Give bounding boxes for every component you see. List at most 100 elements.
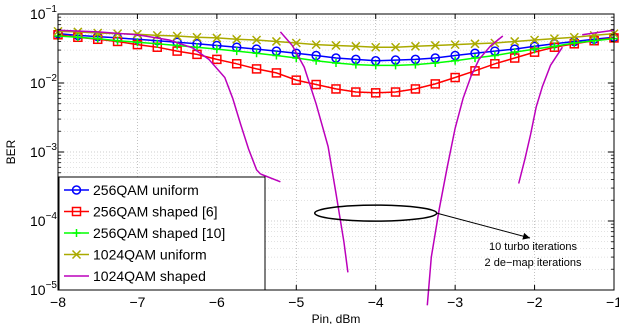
data-point [510,36,520,46]
x-axis-label: Pin, dBm [312,312,361,324]
y-tick-label: 10−1 [30,4,57,22]
legend-box [58,176,266,291]
data-point [212,33,222,43]
data-point [331,84,341,94]
series-5 [57,29,615,306]
data-point [569,32,579,42]
y-axis-label: BER [4,139,18,164]
series-layer [53,26,619,306]
annotation-text-line-1: 10 turbo iterations [489,241,578,253]
x-tick-label: −4 [368,294,384,310]
legend-item: 256QAM shaped [6] [64,204,218,220]
legend-label: 256QAM uniform [93,182,199,198]
data-point [311,40,321,50]
data-point [71,206,82,217]
data-point [430,40,440,50]
y-tick-label: 10−3 [30,142,57,160]
x-tick-label: −8 [50,294,66,310]
data-point [73,27,83,37]
data-point [232,34,242,44]
data-point [212,54,222,65]
data-point [410,84,421,94]
data-point [370,88,381,98]
data-point [73,33,82,42]
data-point [371,61,380,70]
series-line [582,29,615,36]
data-point [93,34,102,43]
y-tick-label: 10−2 [30,73,57,91]
data-point [153,39,162,48]
data-point [430,79,441,89]
data-point [72,229,81,237]
series-line [279,31,349,273]
data-point [252,49,261,58]
annotation: 10 turbo iterations 2 de−map iterations [313,204,582,269]
data-point [530,35,540,45]
data-point [530,45,539,54]
data-point [490,59,500,69]
data-point [391,42,401,52]
legend-item: 256QAM uniform [64,182,199,198]
data-point [470,39,480,49]
data-point [93,28,103,38]
axis-ticks: −8 −7 −6 −5 −4 −3 −2 −1 10−1 10−2 10−3 10−4 10−5 [30,4,619,310]
data-point [351,87,361,97]
data-point [71,185,82,195]
legend: 256QAM uniform 256QAM shaped [6] 256QAM sh… [58,176,266,291]
data-point [490,51,499,60]
data-point [192,32,202,42]
x-tick-label: −3 [447,294,463,310]
annotation-text-line-2: 2 de−map iterations [485,257,582,269]
data-point [451,56,460,65]
data-point [510,48,519,57]
annotation-arrowhead [522,232,530,240]
series-line [517,46,564,184]
series-line [57,32,615,62]
data-point [351,41,361,51]
data-point [251,64,262,74]
data-point [411,60,420,69]
data-point [252,35,262,45]
data-point [431,58,440,67]
data-point [549,34,559,44]
annotation-arrow [436,212,531,239]
data-point [133,38,142,47]
data-point [232,47,241,56]
data-point [450,72,460,83]
data-point [291,75,302,85]
legend-label: 1024QAM shaped [93,268,206,284]
data-point [311,79,321,90]
series-line [260,173,281,183]
x-tick-label: −1 [606,294,619,310]
data-point [272,51,281,60]
series-line [426,35,504,306]
data-point [471,54,479,63]
series-line [57,34,615,94]
data-point [351,60,360,69]
x-tick-label: −2 [527,294,543,310]
data-point [450,40,460,50]
data-point [390,87,401,97]
y-tick-label: 10−4 [30,211,57,229]
data-point [331,40,341,50]
x-tick-label: −5 [288,294,304,310]
legend-item: 256QAM shaped [10] [64,225,225,241]
legend-label: 256QAM shaped [10] [93,225,225,241]
data-point [371,42,381,52]
data-point [193,43,201,52]
data-point [332,58,340,67]
x-tick-label: −6 [209,294,225,310]
data-point [391,61,400,70]
data-point [231,59,242,69]
data-point [550,42,559,51]
legend-item: 1024QAM shaped [64,268,206,284]
legend-label: 256QAM shaped [6] [93,204,218,220]
data-point [212,45,221,54]
data-point [113,36,122,45]
x-tick-label: −7 [129,294,145,310]
data-point [312,56,321,65]
data-point [291,38,301,48]
legend-label: 1024QAM uniform [93,247,207,263]
data-point [271,36,281,46]
